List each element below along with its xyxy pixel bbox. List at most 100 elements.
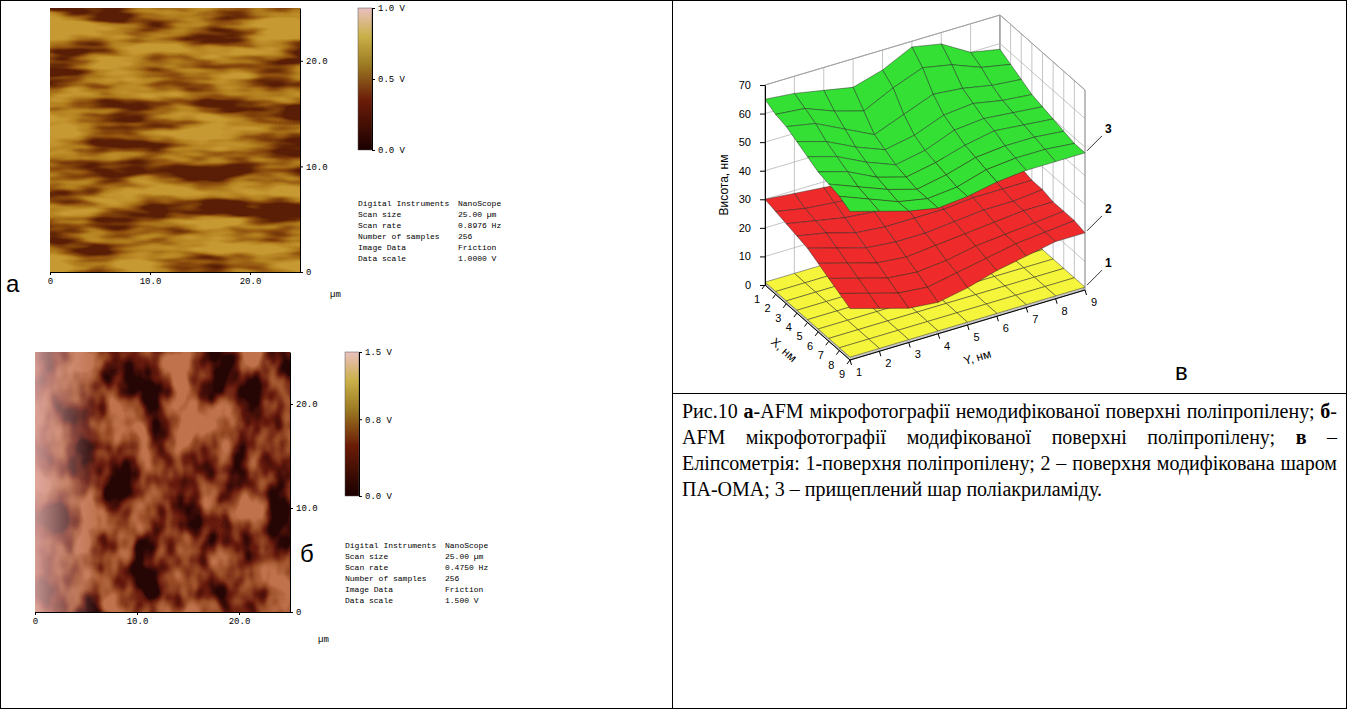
tick-label: 7	[1032, 313, 1038, 325]
caption-text: Рис.10	[682, 400, 744, 422]
info-label: Digital Instruments	[345, 541, 436, 550]
x-axis: 010.020.0	[33, 612, 291, 627]
tick-mark	[836, 351, 839, 355]
tick-label: 1.5 V	[365, 348, 393, 358]
info-label: Scan size	[345, 552, 388, 561]
caption-text: -AFM мікрофотографії немодифікованої пов…	[754, 400, 1321, 422]
frame-divider	[673, 393, 1347, 394]
tick: 1.5 V	[359, 348, 393, 358]
tick-mark	[826, 341, 829, 345]
tick: 0.5 V	[372, 75, 406, 85]
tick: 0	[300, 268, 311, 278]
info-label: Digital Instruments	[358, 199, 449, 208]
tick-label: 10	[739, 250, 751, 262]
tick-mark	[760, 171, 765, 172]
panel-letter: а	[6, 270, 20, 297]
info-value: 1.500 V	[445, 596, 479, 605]
tick-label: 1	[754, 293, 760, 305]
tick-mark	[372, 150, 375, 151]
surface-cell	[818, 263, 858, 278]
tick-mark	[760, 256, 765, 257]
tick-label: 5	[973, 331, 979, 343]
surface-cell	[839, 339, 879, 357]
x-axis: 123456789	[754, 285, 850, 380]
tick-label: 0	[48, 277, 53, 287]
x-axis-line	[51, 272, 301, 273]
surface-cell	[818, 172, 858, 187]
info-value: Friction	[445, 585, 484, 594]
tick-mark	[50, 272, 51, 275]
leader-line	[1087, 136, 1102, 151]
tick-label: 2	[885, 357, 891, 369]
y-axis: 0 10.0 20.0	[290, 353, 318, 619]
surface	[765, 212, 1085, 357]
y-axis-line	[300, 9, 301, 273]
surface-cell	[765, 193, 805, 211]
tick: 0	[745, 279, 765, 291]
tick: 0.0 V	[372, 146, 406, 156]
tick-label: 3	[915, 348, 921, 360]
afm-image	[50, 8, 300, 272]
tick-label: 6	[807, 340, 813, 352]
tick-label: 0	[745, 279, 751, 291]
info-value: 0.4750 Hz	[445, 563, 488, 572]
axis-unit: µm	[318, 635, 329, 645]
info-label: Scan rate	[358, 221, 401, 230]
tick-mark	[359, 352, 362, 353]
tick: 70	[739, 79, 765, 91]
surface-cell	[797, 233, 837, 248]
tick-mark	[850, 360, 852, 365]
surface-cell	[776, 108, 816, 126]
tick: 60	[739, 108, 765, 120]
grid-line	[797, 43, 1032, 313]
tick-label: 20.0	[229, 617, 251, 627]
grid-line	[776, 24, 1011, 294]
tick-label: 0	[296, 608, 301, 618]
tick-mark	[773, 294, 776, 298]
grid-line	[808, 53, 1043, 323]
tick: 20.0	[290, 400, 318, 410]
tick-label: 0.0 V	[365, 492, 393, 502]
surface-chart: 010203040506070123456789123456789Висота,…	[717, 15, 1188, 385]
tick: 20.0	[229, 612, 251, 627]
tick-label: 1	[856, 366, 862, 378]
surface-cell	[808, 157, 848, 172]
info-value: 1.0000 V	[458, 254, 497, 263]
y-axis: 010.020.0	[300, 9, 328, 279]
tick-mark	[290, 404, 293, 405]
grid-line	[818, 62, 1053, 332]
leader-line	[1087, 270, 1102, 285]
tick-label: 10.0	[140, 277, 162, 287]
tick: 0	[48, 272, 53, 287]
surface-cell	[829, 278, 869, 293]
info-label: Scan rate	[345, 563, 388, 572]
tick: 0.8 V	[359, 416, 393, 426]
frame	[1, 1, 1347, 709]
axis-title: Y, нм	[962, 346, 993, 367]
colorbar-axis-line	[359, 353, 360, 497]
tick-mark	[997, 316, 999, 321]
tick-mark	[760, 199, 765, 200]
info-value: 256	[458, 232, 473, 241]
colorbar-axis: 0.0 V0.5 V1.0 V	[372, 4, 406, 156]
tick-mark	[783, 304, 786, 308]
grid-line	[829, 71, 1064, 341]
tick-label: 50	[739, 136, 751, 148]
caption-text: а	[744, 400, 754, 422]
tick-mark	[372, 8, 375, 9]
info-label: Data scale	[345, 596, 393, 605]
tick-label: 0.5 V	[378, 75, 406, 85]
floor	[765, 215, 1085, 360]
tick-mark	[879, 351, 881, 356]
surface-cell	[786, 124, 826, 142]
leader-line	[1087, 216, 1102, 231]
frame-divider	[672, 0, 673, 709]
tick-mark	[300, 61, 303, 62]
grid-line	[765, 15, 1000, 285]
tick: 10.0	[290, 504, 318, 514]
info-value: 25.00 µm	[445, 552, 484, 561]
z-axis-line	[765, 86, 766, 286]
afm-image-edge	[35, 352, 290, 612]
tick-mark	[968, 325, 970, 330]
tick-mark	[805, 323, 808, 327]
